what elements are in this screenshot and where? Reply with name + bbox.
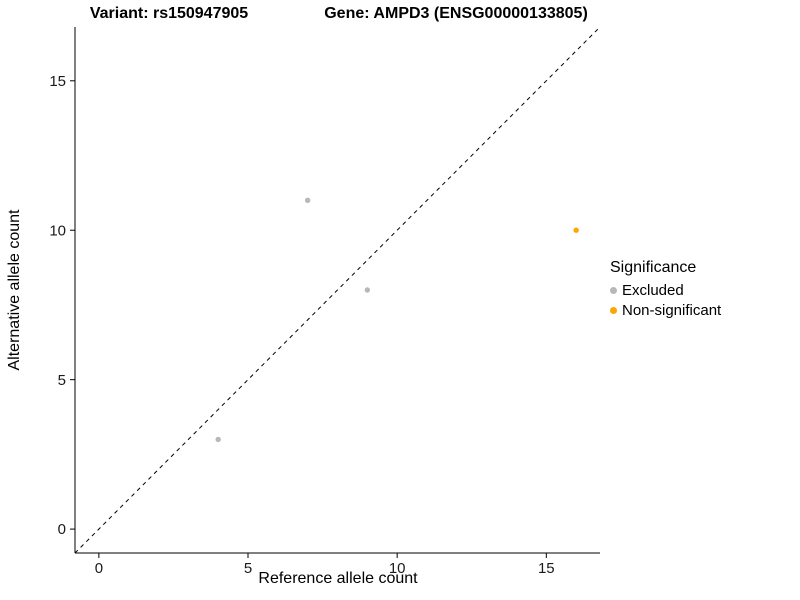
x-tick-label: 0 — [95, 560, 103, 577]
data-point-excluded — [304, 197, 311, 204]
x-tick-label: 15 — [538, 560, 555, 577]
x-tick-label: 10 — [389, 560, 406, 577]
y-tick-label: 10 — [49, 222, 66, 239]
legend-entry-label: Excluded — [622, 281, 684, 299]
y-tick-label: 0 — [58, 521, 66, 538]
legend-entry-excluded: Excluded — [610, 280, 721, 300]
legend-entry-non-significant: Non-significant — [610, 300, 721, 320]
x-tick-label: 5 — [244, 560, 252, 577]
data-point-non-significant — [573, 227, 579, 233]
legend-key-dot — [610, 306, 617, 314]
plot-title-variant: Variant: rs150947905 — [89, 5, 249, 22]
data-point-excluded — [215, 436, 221, 443]
legend: Significance Excluded Non-significant — [610, 259, 721, 320]
y-axis-label: Alternative allele count — [6, 209, 23, 371]
legend-title: Significance — [610, 259, 697, 276]
y-tick-label: 5 — [58, 372, 66, 389]
legend-key-dot — [610, 286, 617, 294]
y-tick-label: 15 — [49, 73, 66, 90]
legend-entry-label: Non-significant — [622, 301, 722, 319]
identity-line — [74, 26, 601, 554]
legend-entries: Excluded Non-significant — [610, 280, 721, 320]
x-axis-label: Reference allele count — [258, 570, 418, 587]
data-point-excluded — [364, 287, 371, 293]
plot-title-gene: Gene: AMPD3 (ENSG00000133805) — [324, 5, 588, 22]
